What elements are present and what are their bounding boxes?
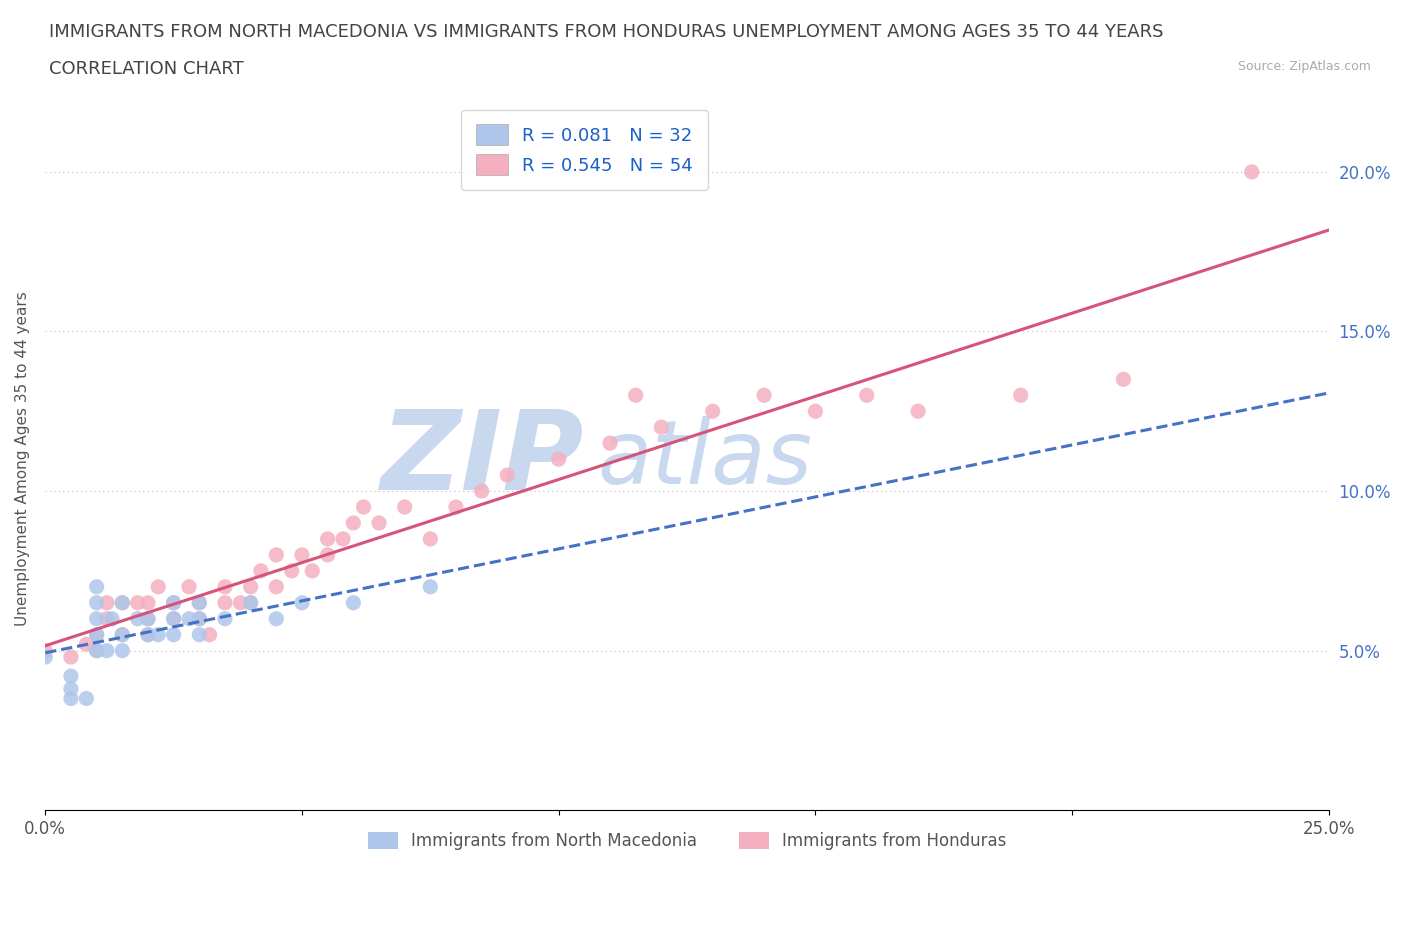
Point [250, 564, 273, 578]
Point [291, 548, 314, 563]
Point [1010, 388, 1032, 403]
Point [214, 611, 236, 626]
Point [471, 484, 494, 498]
Point [162, 595, 184, 610]
Point [419, 531, 441, 546]
Point [177, 579, 200, 594]
Point [162, 627, 184, 642]
Point [177, 611, 200, 626]
Point [342, 515, 364, 530]
Point [266, 579, 288, 594]
Point [111, 595, 134, 610]
Point [111, 644, 134, 658]
Point [59, 669, 82, 684]
Point [239, 595, 262, 610]
Point [1240, 165, 1263, 179]
Point [96, 595, 118, 610]
Point [419, 579, 441, 594]
Point [34, 644, 56, 658]
Point [266, 611, 288, 626]
Point [86, 644, 108, 658]
Point [148, 627, 170, 642]
Point [239, 595, 262, 610]
Point [368, 515, 391, 530]
Point [162, 611, 184, 626]
Point [162, 611, 184, 626]
Point [75, 691, 97, 706]
Point [280, 564, 302, 578]
Point [188, 611, 211, 626]
Point [111, 627, 134, 642]
Point [1112, 372, 1135, 387]
Point [188, 627, 211, 642]
Point [162, 595, 184, 610]
Point [75, 637, 97, 652]
Text: Source: ZipAtlas.com: Source: ZipAtlas.com [1237, 60, 1371, 73]
Point [496, 468, 519, 483]
Point [444, 499, 467, 514]
Point [96, 644, 118, 658]
Point [59, 649, 82, 664]
Point [136, 611, 159, 626]
Point [214, 595, 236, 610]
Point [907, 404, 929, 418]
Point [59, 682, 82, 697]
Point [136, 627, 159, 642]
Point [650, 419, 672, 434]
Point [59, 691, 82, 706]
Point [702, 404, 724, 418]
Point [239, 579, 262, 594]
Point [101, 611, 124, 626]
Point [198, 627, 221, 642]
Point [804, 404, 827, 418]
Point [229, 595, 252, 610]
Point [148, 579, 170, 594]
Point [342, 595, 364, 610]
Point [394, 499, 416, 514]
Text: IMMIGRANTS FROM NORTH MACEDONIA VS IMMIGRANTS FROM HONDURAS UNEMPLOYMENT AMONG A: IMMIGRANTS FROM NORTH MACEDONIA VS IMMIG… [49, 23, 1164, 41]
Point [111, 595, 134, 610]
Y-axis label: Unemployment Among Ages 35 to 44 years: Unemployment Among Ages 35 to 44 years [15, 292, 30, 627]
Point [136, 627, 159, 642]
Point [332, 531, 354, 546]
Point [136, 595, 159, 610]
Point [599, 436, 621, 451]
Point [86, 627, 108, 642]
Legend: Immigrants from North Macedonia, Immigrants from Honduras: Immigrants from North Macedonia, Immigra… [360, 823, 1015, 858]
Point [86, 611, 108, 626]
Point [188, 595, 211, 610]
Point [214, 579, 236, 594]
Point [86, 627, 108, 642]
Point [188, 595, 211, 610]
Point [111, 627, 134, 642]
Point [266, 548, 288, 563]
Text: atlas: atlas [598, 416, 813, 502]
Point [86, 644, 108, 658]
Point [136, 611, 159, 626]
Point [127, 611, 149, 626]
Point [316, 531, 339, 546]
Point [188, 611, 211, 626]
Point [291, 595, 314, 610]
Point [855, 388, 877, 403]
Point [752, 388, 775, 403]
Point [547, 452, 569, 467]
Point [624, 388, 647, 403]
Point [353, 499, 375, 514]
Point [301, 564, 323, 578]
Point [127, 595, 149, 610]
Point [96, 611, 118, 626]
Text: ZIP: ZIP [381, 405, 585, 512]
Text: CORRELATION CHART: CORRELATION CHART [49, 60, 245, 78]
Point [86, 595, 108, 610]
Point [316, 548, 339, 563]
Point [34, 649, 56, 664]
Point [86, 579, 108, 594]
